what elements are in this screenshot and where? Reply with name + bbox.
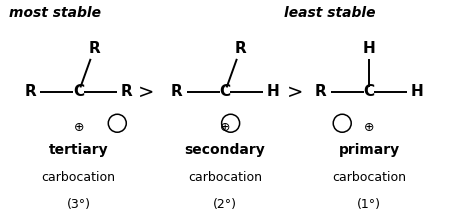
Text: R: R <box>121 84 133 99</box>
Text: carbocation: carbocation <box>42 171 116 184</box>
Text: R: R <box>235 41 247 56</box>
Text: (1°): (1°) <box>357 198 381 209</box>
Text: >: > <box>287 83 303 101</box>
Text: C: C <box>220 84 230 99</box>
Text: R: R <box>315 84 327 99</box>
Text: carbocation: carbocation <box>188 171 262 184</box>
Text: (2°): (2°) <box>213 198 237 209</box>
Text: H: H <box>411 84 423 99</box>
Text: ⊕: ⊕ <box>73 121 84 134</box>
Text: R: R <box>171 84 183 99</box>
Text: ⊕: ⊕ <box>364 121 374 134</box>
Text: tertiary: tertiary <box>49 144 108 157</box>
Text: R: R <box>89 41 100 56</box>
Text: most stable: most stable <box>9 6 101 20</box>
Text: H: H <box>267 84 279 99</box>
Text: C: C <box>73 84 84 99</box>
Text: least stable: least stable <box>284 6 375 20</box>
Text: carbocation: carbocation <box>332 171 406 184</box>
Text: ⊕: ⊕ <box>220 121 230 134</box>
Text: (3°): (3°) <box>67 198 91 209</box>
Text: H: H <box>363 41 375 56</box>
Text: >: > <box>138 83 154 101</box>
Text: primary: primary <box>338 144 400 157</box>
Text: C: C <box>364 84 374 99</box>
Text: secondary: secondary <box>184 144 266 157</box>
Text: R: R <box>25 84 36 99</box>
